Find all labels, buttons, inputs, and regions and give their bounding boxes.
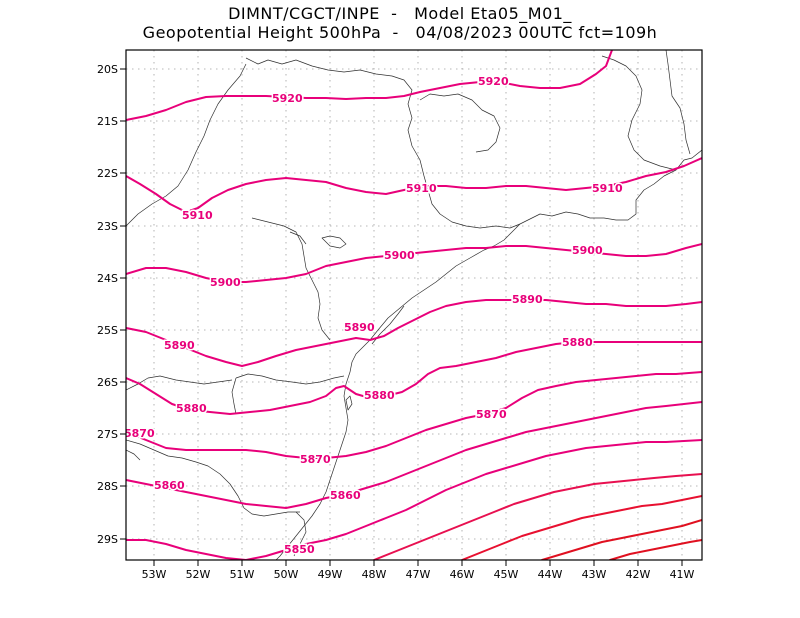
title-line-2: Geopotential Height 500hPa - 04/08/2023 … (142, 23, 658, 42)
lon-tick-label: 45W (494, 568, 519, 581)
map-frame (125, 49, 703, 561)
contour-5820 (541, 519, 702, 560)
latitude-axis: 20S 21S 22S 23S 24S 25S 26S 27S 28S 29S (97, 63, 118, 546)
lat-tick-label: 28S (97, 480, 118, 493)
contour-label: 5880 (562, 336, 593, 349)
contour-5920-a (126, 50, 613, 121)
contour-label: 5920 (272, 92, 303, 105)
contour-5880 (126, 341, 702, 415)
contour-label: 5900 (384, 249, 415, 262)
contour-label: 5910 (592, 182, 623, 195)
lat-tick-label: 26S (97, 376, 118, 389)
coastline-borders (126, 50, 702, 560)
contour-label: 5860 (330, 489, 361, 502)
lon-tick-label: 52W (186, 568, 211, 581)
lon-tick-label: 43W (582, 568, 607, 581)
contour-label: 5890 (164, 339, 195, 352)
lon-tick-label: 48W (362, 568, 387, 581)
tick-marks (120, 68, 683, 566)
contour-lines (126, 50, 702, 560)
gridlines (126, 50, 702, 560)
contour-label: 5910 (182, 209, 213, 222)
lat-tick-label: 22S (97, 167, 118, 180)
contour-label: 5860 (154, 479, 185, 492)
lon-tick-label: 46W (450, 568, 475, 581)
contour-5900 (126, 243, 702, 283)
contour-label: 5910 (406, 182, 437, 195)
contour-label: 5890 (512, 293, 543, 306)
contour-label: 5850 (284, 543, 315, 556)
contour-5910 (126, 157, 702, 213)
lat-tick-label: 23S (97, 220, 118, 233)
contour-label: 5880 (176, 402, 207, 415)
lat-tick-label: 21S (97, 115, 118, 128)
lat-tick-label: 25S (97, 324, 118, 337)
contour-label: 5920 (478, 75, 509, 88)
lat-tick-label: 27S (97, 428, 118, 441)
lon-tick-label: 47W (406, 568, 431, 581)
contour-5850 (126, 439, 702, 560)
lon-tick-label: 53W (142, 568, 167, 581)
contour-5830 (461, 495, 702, 560)
contour-label: 5900 (572, 244, 603, 257)
contour-5860 (126, 401, 702, 509)
lon-tick-label: 44W (538, 568, 563, 581)
contour-label: 5880 (364, 389, 395, 402)
contour-labels: 5920 5920 5910 5910 5910 5900 5900 5900 … (124, 74, 624, 558)
contour-5810 (609, 539, 702, 560)
longitude-axis: 53W 52W 51W 50W 49W 48W 47W 46W 45W 44W … (142, 568, 695, 581)
contour-label: 5890 (344, 321, 375, 334)
contour-label: 5870 (124, 427, 155, 440)
lat-tick-label: 20S (97, 63, 118, 76)
map-title: DIMNT/CGCT/INPE - Model Eta05_M01_ Geopo… (0, 4, 800, 42)
contour-label: 5900 (210, 276, 241, 289)
contour-5870 (126, 371, 702, 459)
lon-tick-label: 50W (274, 568, 299, 581)
lon-tick-label: 41W (670, 568, 695, 581)
contour-5890 (126, 299, 702, 367)
lat-tick-label: 29S (97, 533, 118, 546)
title-line-1: DIMNT/CGCT/INPE - Model Eta05_M01_ (228, 4, 572, 23)
lat-tick-label: 24S (97, 272, 118, 285)
lon-tick-label: 42W (626, 568, 651, 581)
lon-tick-label: 49W (318, 568, 343, 581)
contour-label: 5870 (476, 408, 507, 421)
contour-5840 (373, 473, 702, 560)
lon-tick-label: 51W (230, 568, 255, 581)
contour-label: 5870 (300, 453, 331, 466)
